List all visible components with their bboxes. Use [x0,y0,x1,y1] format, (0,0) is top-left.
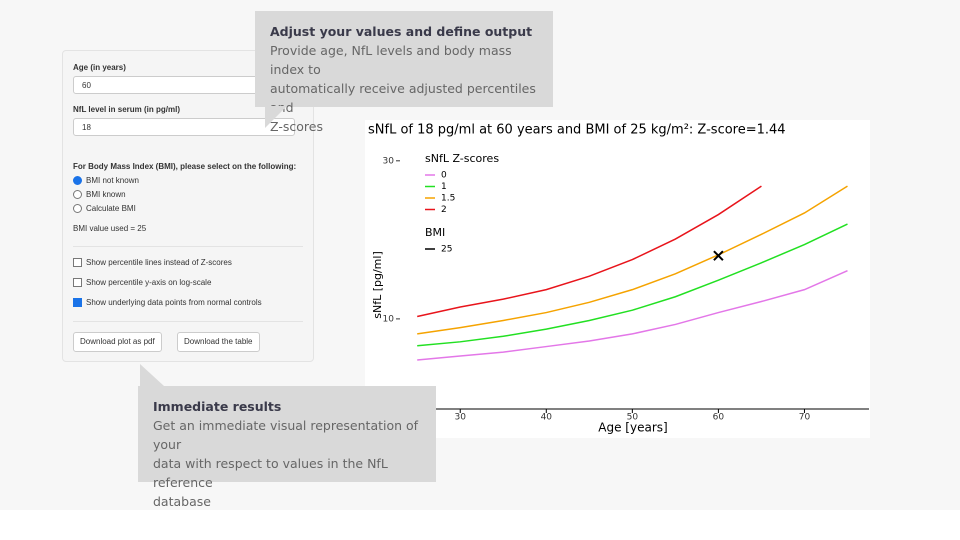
callout-title: Immediate results [153,399,282,414]
nfl-label: NfL level in serum (in pg/ml) [73,105,180,114]
download-table-button[interactable]: Download the table [177,332,260,352]
patient-marker [713,250,724,261]
series-line [417,185,762,318]
radio-label: Calculate BMI [86,204,136,213]
radio-label: BMI known [86,190,126,199]
radio[interactable]: BMI known [73,190,126,199]
checkbox-box [73,258,82,267]
callout-text: database [153,494,211,509]
checkbox-label: Show underlying data points from normal … [86,298,262,307]
legend-label: 1 [441,182,447,192]
checkbox-label: Show percentile lines instead of Z-score… [86,258,232,267]
nfl-input[interactable]: 18 [73,118,295,136]
checkbox-box [73,298,82,307]
plot-background [365,120,870,438]
chart-title: sNfL of 18 pg/ml at 60 years and BMI of … [368,123,786,138]
checkbox-label: Show percentile y-axis on log-scale [86,278,212,287]
callout-text: data with respect to values in the NfL r… [153,456,388,490]
radio-dot [73,176,82,185]
checkbox[interactable]: Show percentile lines instead of Z-score… [73,258,232,267]
radio[interactable]: Calculate BMI [73,204,136,213]
callout: Immediate results Get an immediate visua… [138,386,436,509]
legend-label: 1.5 [441,194,455,204]
radio-label: BMI not known [86,176,139,185]
callout-text: Z-scores [270,119,323,134]
callout-pointer [265,106,287,128]
callout-title: Adjust your values and define output [270,24,533,39]
y-tick-label: 10 [383,314,395,324]
y-tick-label: 30 [383,156,395,166]
x-tick-label: 60 [713,413,725,423]
download-pdf-button[interactable]: Download plot as pdf [73,332,162,352]
y-axis-label: sNfL [pg/ml] [371,251,384,318]
radio-dot [73,190,82,199]
legend-title: sNfL Z-scores [425,152,499,165]
legend-label: 0 [441,171,447,181]
callout-text: automatically receive adjusted percentil… [270,81,536,115]
x-tick-label: 50 [627,413,639,423]
divider [73,246,303,247]
series-line [417,185,848,335]
bmi-used: BMI value used = 25 [73,224,147,233]
x-axis-label: Age [years] [598,421,667,435]
x-tick-label: 40 [541,413,553,423]
checkbox-box [73,278,82,287]
callout: Adjust your values and define output Pro… [255,11,553,134]
callout-text: Provide age, NfL levels and body mass in… [270,43,512,77]
checkbox[interactable]: Show underlying data points from normal … [73,298,262,307]
bmi-legend-title: BMI [425,226,445,239]
series-line [417,269,848,361]
divider [73,321,303,322]
x-tick-label: 70 [799,413,811,423]
age-label: Age (in years) [73,63,126,72]
radio[interactable]: BMI not known [73,176,139,185]
callout-pointer [140,364,164,386]
x-tick-label: 30 [455,413,467,423]
callout-text: Get an immediate visual representation o… [153,418,419,452]
series-line [417,223,848,347]
bmi-prompt: For Body Mass Index (BMI), please select… [73,162,297,171]
radio-dot [73,204,82,213]
bmi-legend-entry: 25 [441,245,452,255]
checkbox[interactable]: Show percentile y-axis on log-scale [73,278,211,287]
legend-label: 2 [441,205,447,215]
